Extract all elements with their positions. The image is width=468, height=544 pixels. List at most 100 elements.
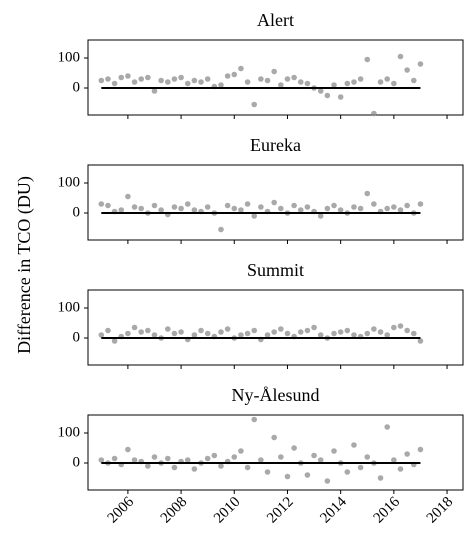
data-point	[191, 466, 198, 472]
data-point	[297, 79, 304, 85]
data-point	[410, 77, 417, 84]
data-point	[138, 76, 144, 82]
data-point	[271, 68, 277, 75]
data-point	[351, 442, 357, 448]
data-point	[371, 201, 377, 207]
data-point	[351, 204, 357, 210]
data-point	[164, 455, 171, 462]
data-point	[364, 56, 371, 63]
data-point	[357, 76, 364, 82]
data-point	[238, 332, 244, 338]
data-point	[184, 80, 191, 87]
plot-frame	[87, 39, 464, 116]
data-point	[264, 332, 271, 338]
data-point	[311, 324, 317, 331]
data-point	[244, 330, 251, 337]
data-point	[271, 199, 277, 206]
data-point	[324, 92, 331, 99]
data-point	[417, 446, 424, 453]
data-point	[264, 77, 271, 84]
y-tick-label: 0	[73, 204, 81, 220]
data-point	[204, 76, 211, 82]
data-point	[278, 326, 284, 332]
data-point	[278, 82, 284, 88]
data-point	[391, 204, 397, 210]
data-point	[198, 79, 204, 85]
data-point	[171, 464, 178, 471]
data-point	[198, 327, 204, 334]
y-tick-label: 0	[73, 329, 81, 345]
data-point	[357, 205, 364, 212]
data-point	[164, 326, 171, 332]
data-point	[357, 464, 364, 471]
data-point	[244, 201, 251, 207]
data-point	[264, 469, 271, 475]
panel-title: Alert	[257, 10, 294, 30]
x-tick-label: 2012	[264, 494, 297, 527]
panel-title: Ny-Ålesund	[232, 385, 320, 405]
data-point	[191, 77, 198, 84]
data-point	[304, 80, 311, 87]
y-tick-label: 100	[58, 424, 81, 440]
data-point	[258, 204, 264, 210]
data-point	[111, 80, 118, 87]
data-point	[384, 76, 391, 82]
panel-title: Summit	[247, 260, 304, 280]
data-point	[284, 330, 291, 337]
data-point	[125, 446, 131, 453]
data-point	[404, 67, 410, 73]
data-point	[404, 202, 410, 209]
data-point	[111, 455, 118, 462]
data-point	[278, 454, 284, 460]
data-point	[218, 226, 224, 233]
data-point	[397, 323, 404, 329]
data-point	[384, 424, 391, 430]
y-tick-label: 100	[58, 299, 81, 315]
data-point	[304, 204, 311, 210]
x-tick-label: 2018	[424, 494, 457, 527]
data-point	[337, 329, 344, 335]
data-point	[151, 202, 158, 209]
data-point	[324, 478, 331, 484]
data-point	[238, 65, 244, 72]
data-point	[145, 463, 151, 469]
data-point	[98, 201, 105, 207]
data-point	[244, 464, 251, 471]
data-point	[317, 213, 324, 219]
x-tick-label: 2010	[211, 494, 244, 527]
data-point	[178, 329, 184, 335]
data-point	[218, 463, 224, 469]
data-point	[131, 324, 138, 331]
y-tick-label: 100	[58, 174, 81, 190]
y-tick-label: 100	[58, 49, 81, 65]
data-point	[317, 88, 324, 94]
data-point	[317, 457, 324, 463]
data-point	[138, 205, 144, 212]
data-point	[397, 466, 404, 472]
data-point	[364, 330, 371, 337]
data-point	[111, 338, 118, 344]
data-point	[351, 332, 357, 338]
data-point	[377, 79, 384, 85]
data-point	[410, 330, 417, 337]
data-point	[311, 452, 317, 459]
data-point	[377, 329, 384, 335]
data-point	[251, 327, 258, 334]
data-point	[224, 326, 231, 332]
data-point	[158, 207, 164, 213]
data-point	[238, 448, 244, 454]
data-point	[151, 332, 158, 338]
data-point	[331, 202, 337, 209]
data-point	[417, 201, 424, 207]
data-point	[364, 454, 371, 460]
data-point	[344, 327, 351, 334]
data-point	[417, 338, 424, 344]
data-point	[271, 329, 277, 335]
data-point	[371, 110, 377, 117]
data-point	[344, 469, 351, 475]
data-point	[404, 451, 410, 457]
data-point	[184, 457, 191, 463]
data-point	[191, 207, 198, 213]
data-point	[284, 76, 291, 82]
